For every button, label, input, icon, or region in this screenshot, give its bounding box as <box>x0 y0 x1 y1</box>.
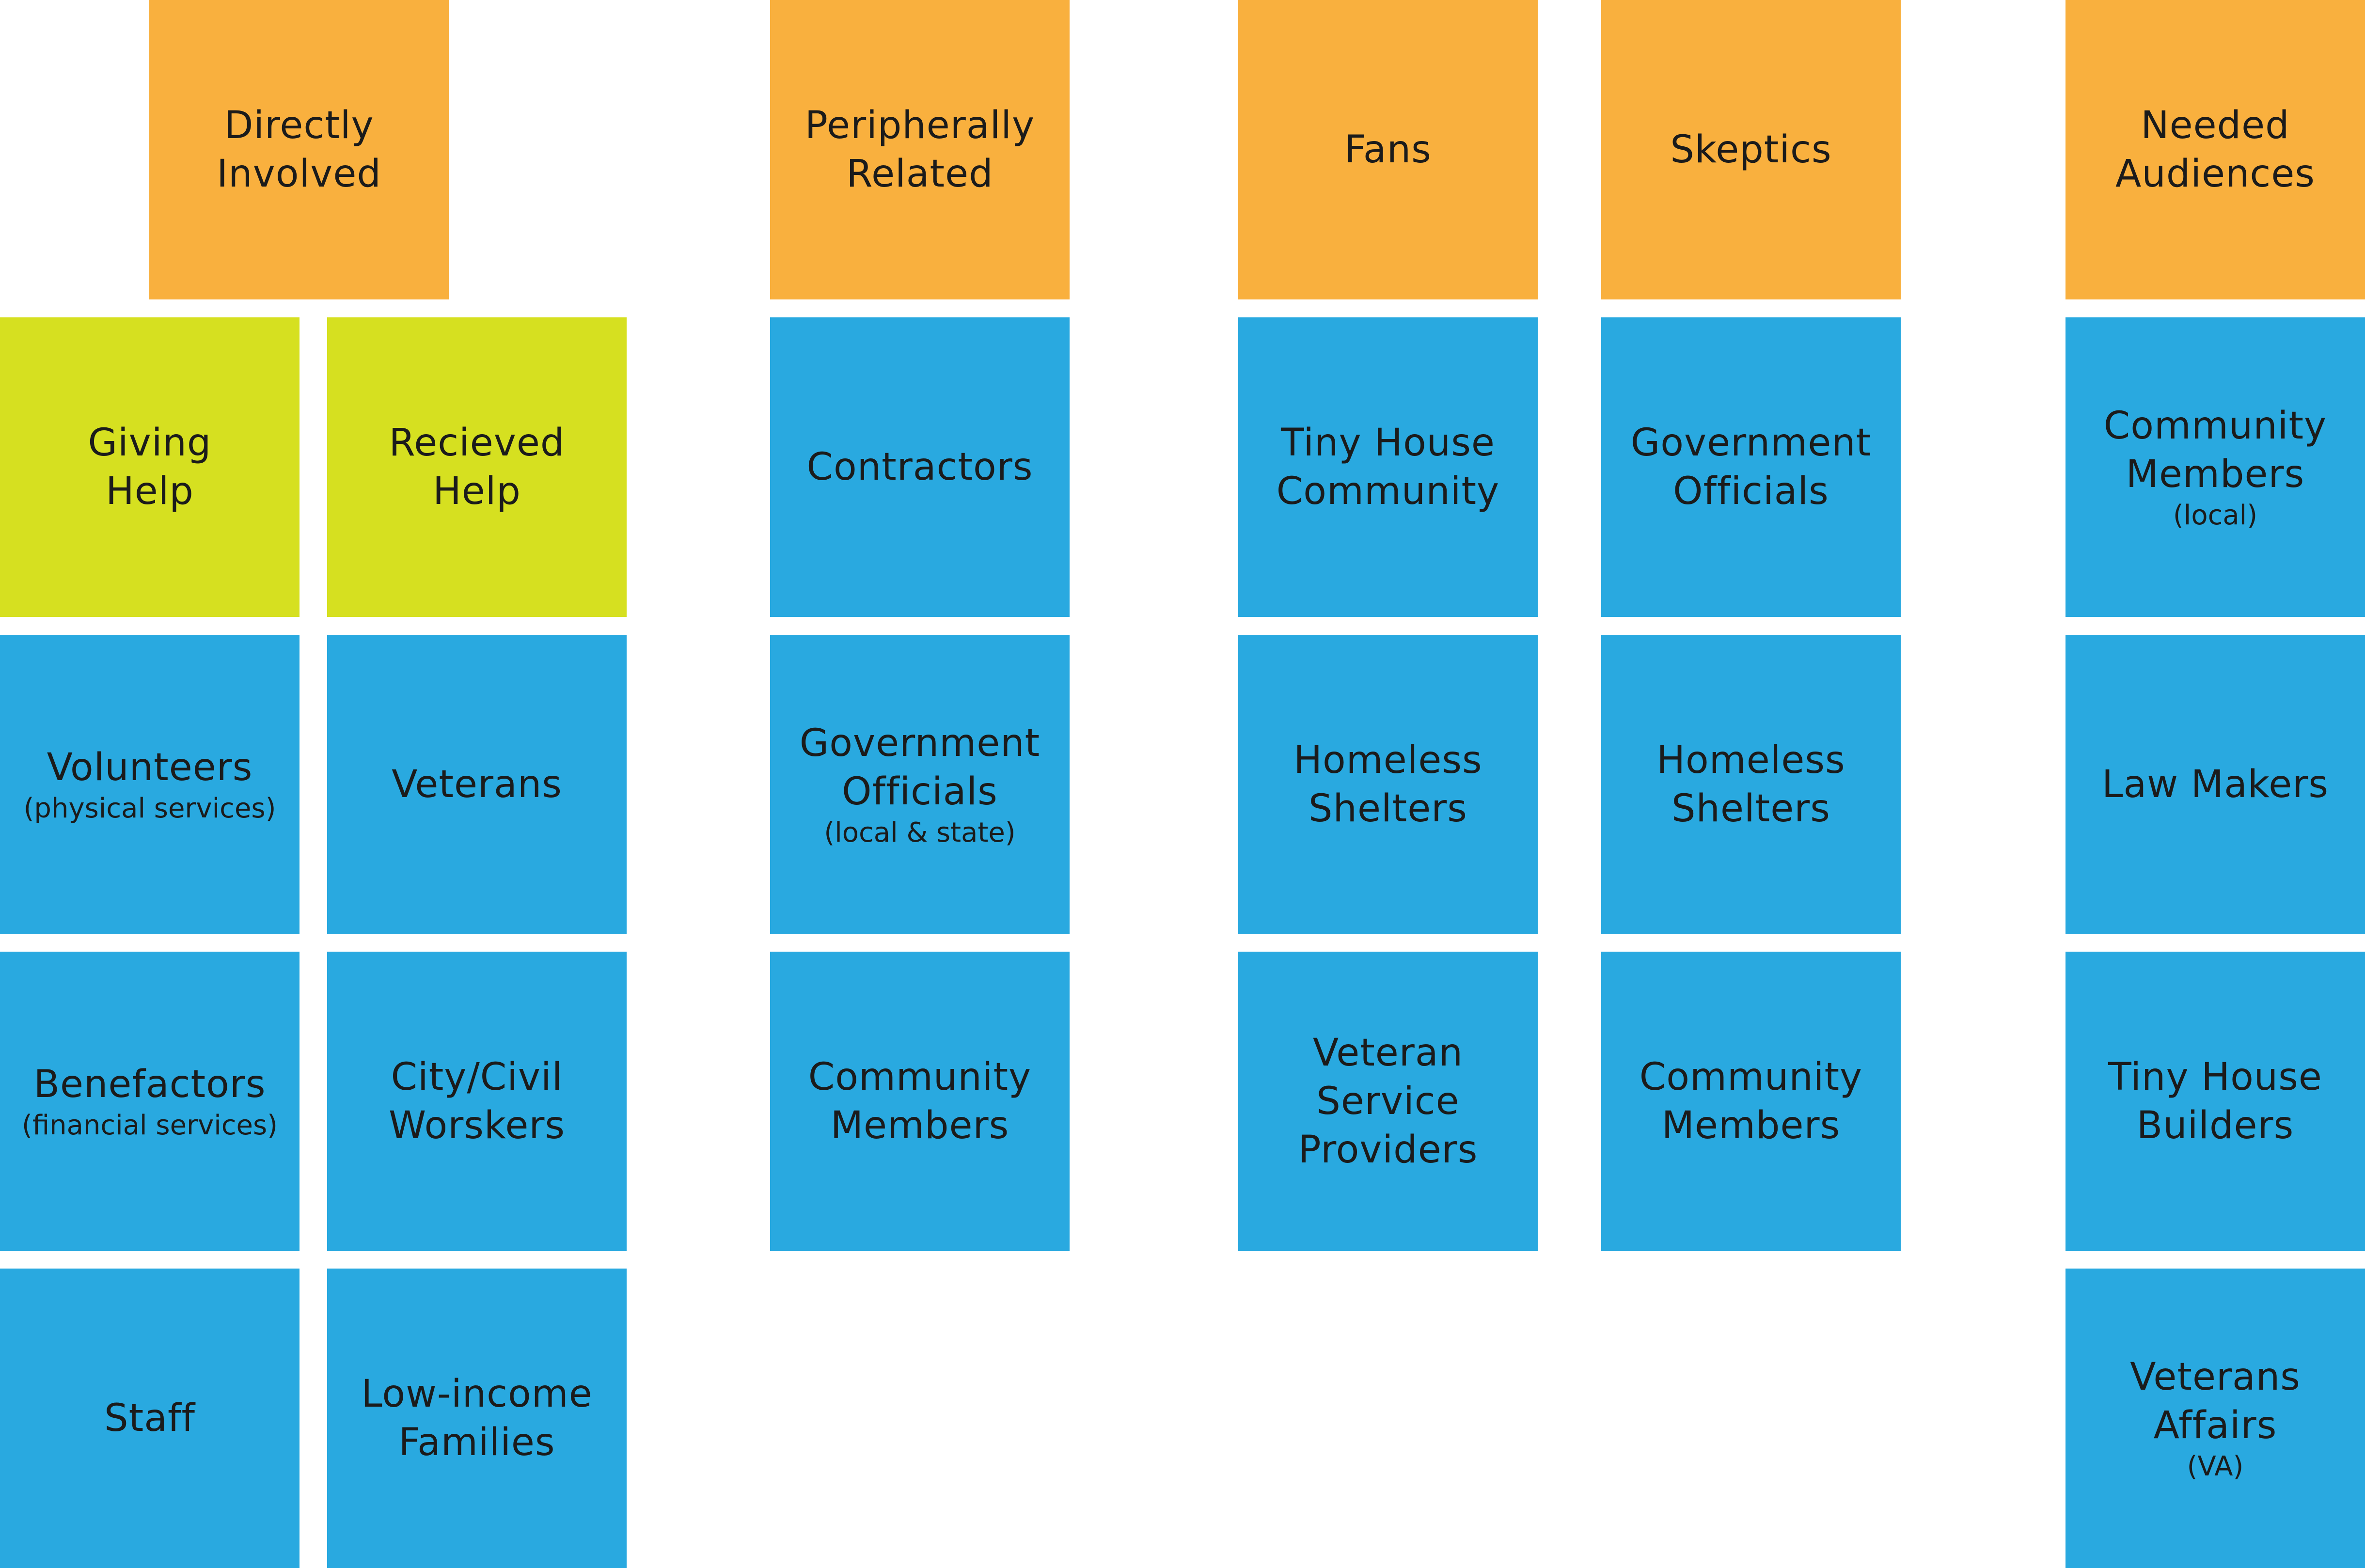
note-detail: (local) <box>2173 500 2258 531</box>
note-label: Veterans Affairs <box>2130 1355 2301 1447</box>
header-needed-audiences: Needed Audiences <box>2065 0 2365 299</box>
note-detail: (VA) <box>2187 1451 2244 1482</box>
subheader-label: Giving Help <box>88 421 212 513</box>
note-benefactors: Benefactors (financial services) <box>0 952 300 1251</box>
header-directly-involved: Directly Involved <box>149 0 449 299</box>
note-label: Law Makers <box>2101 763 2329 806</box>
note-low-income-families: Low-income Families <box>327 1269 627 1568</box>
note-tiny-house-community: Tiny House Community <box>1238 317 1538 617</box>
subheader-label: Recieved Help <box>389 421 565 513</box>
note-label: Staff <box>104 1396 195 1440</box>
header-label: Fans <box>1344 128 1432 172</box>
note-label: Low-income Families <box>361 1372 593 1464</box>
note-community-members: Community Members <box>1601 952 1901 1251</box>
header-fans: Fans <box>1238 0 1538 299</box>
header-skeptics: Skeptics <box>1601 0 1901 299</box>
note-government-officials-local-state: Government Officials (local & state) <box>770 635 1070 934</box>
note-veterans: Veterans <box>327 635 627 934</box>
note-tiny-house-builders: Tiny House Builders <box>2065 952 2365 1251</box>
note-veterans-affairs: Veterans Affairs (VA) <box>2065 1269 2365 1568</box>
note-label: City/Civil Worskers <box>388 1055 566 1147</box>
note-label: Veteran Service Providers <box>1298 1031 1478 1172</box>
header-label: Directly Involved <box>217 104 381 196</box>
subheader-giving-help: Giving Help <box>0 317 300 617</box>
header-peripherally-related: Peripherally Related <box>770 0 1070 299</box>
note-homeless-shelters: Homeless Shelters <box>1238 635 1538 934</box>
note-label: Volunteers <box>47 746 253 789</box>
note-homeless-shelters: Homeless Shelters <box>1601 635 1901 934</box>
note-community-members-local: Community Members (local) <box>2065 317 2365 617</box>
note-label: Homeless Shelters <box>1293 738 1482 831</box>
note-label: Contractors <box>806 445 1033 489</box>
note-detail: (local & state) <box>824 817 1016 848</box>
header-label: Skeptics <box>1670 128 1832 172</box>
note-veteran-service-providers: Veteran Service Providers <box>1238 952 1538 1251</box>
note-label: Community Members <box>1639 1055 1863 1147</box>
note-law-makers: Law Makers <box>2065 635 2365 934</box>
note-detail: (physical services) <box>23 793 276 824</box>
note-label: Benefactors <box>33 1063 266 1106</box>
header-label: Needed Audiences <box>2115 104 2315 196</box>
note-label: Community Members <box>2103 404 2327 496</box>
note-label: Veterans <box>392 763 562 806</box>
note-detail: (financial services) <box>21 1110 278 1141</box>
note-volunteers: Volunteers (physical services) <box>0 635 300 934</box>
note-label: Government Officials <box>799 721 1041 814</box>
note-label: Tiny House Community <box>1276 421 1500 513</box>
note-label: Community Members <box>808 1055 1032 1147</box>
note-contractors: Contractors <box>770 317 1070 617</box>
note-label: Homeless Shelters <box>1656 738 1845 831</box>
header-label: Peripherally Related <box>804 104 1035 196</box>
note-government-officials: Government Officials <box>1601 317 1901 617</box>
note-label: Tiny House Builders <box>2108 1055 2322 1147</box>
note-community-members: Community Members <box>770 952 1070 1251</box>
note-label: Government Officials <box>1630 421 1872 513</box>
note-city-civil-workers: City/Civil Worskers <box>327 952 627 1251</box>
note-staff: Staff <box>0 1269 300 1568</box>
subheader-recieved-help: Recieved Help <box>327 317 627 617</box>
